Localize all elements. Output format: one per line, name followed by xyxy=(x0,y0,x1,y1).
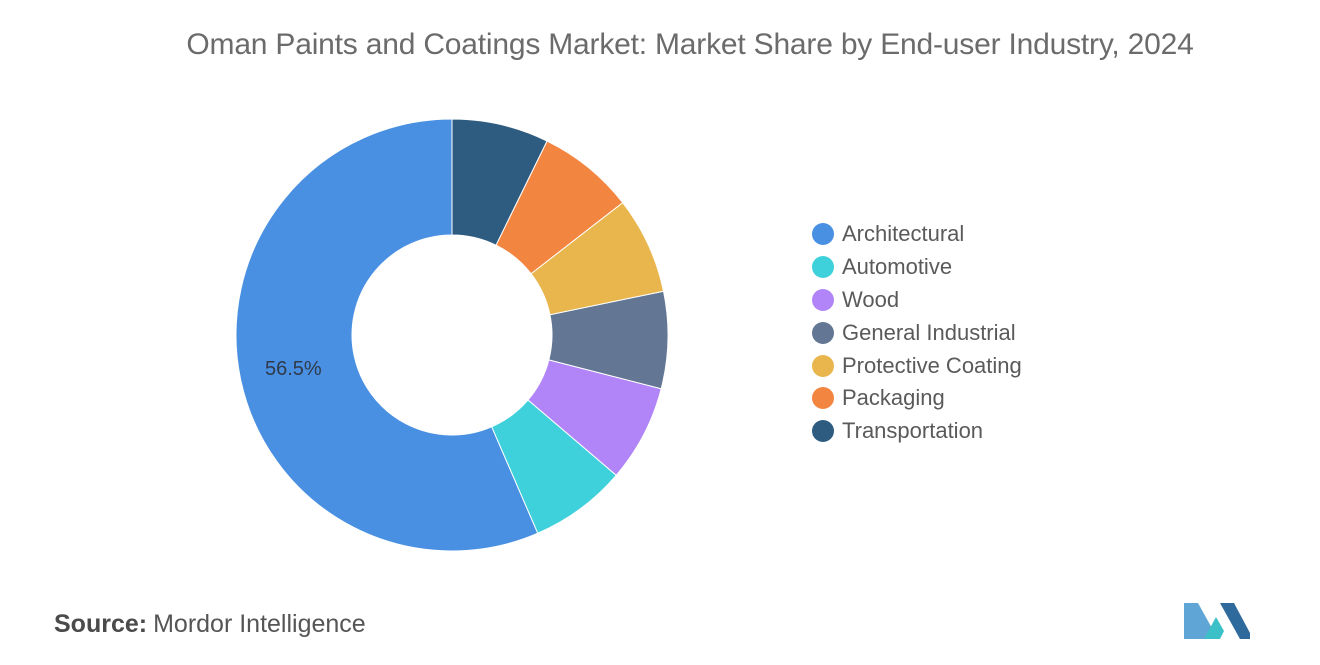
legend-item-packaging: Packaging xyxy=(812,382,1022,415)
legend-swatch-transportation xyxy=(812,420,834,443)
source-note: Source: Mordor Intelligence xyxy=(54,610,366,639)
legend-swatch-protective-coating xyxy=(812,354,834,377)
slice-architectural xyxy=(235,118,539,552)
source-label: Source: xyxy=(54,610,148,638)
legend-label-general-industrial: General Industrial xyxy=(842,319,1016,345)
legend-label-wood: Wood xyxy=(842,286,900,312)
data-label-architectural: 56.5% xyxy=(265,358,322,380)
legend-item-protective-coating: Protective Coating xyxy=(812,349,1022,382)
legend-label-automotive: Automotive xyxy=(842,254,953,280)
chart-title: Oman Paints and Coatings Market: Market … xyxy=(186,28,1194,61)
legend-swatch-packaging xyxy=(812,387,834,410)
legend-swatch-general-industrial xyxy=(812,321,834,344)
legend-label-packaging: Packaging xyxy=(842,385,945,411)
chart-legend: Architectural Automotive Wood General Indus… xyxy=(812,218,1022,448)
slice-transportation xyxy=(451,118,548,246)
legend-label-architectural: Architectural xyxy=(842,221,965,247)
legend-item-general-industrial: General Industrial xyxy=(812,316,1022,349)
legend-item-transportation: Transportation xyxy=(812,415,1022,448)
legend-label-protective-coating: Protective Coating xyxy=(842,352,1022,378)
legend-item-wood: Wood xyxy=(812,284,1022,317)
legend-item-architectural: Architectural xyxy=(812,218,1022,251)
legend-swatch-wood xyxy=(812,288,834,311)
legend-label-transportation: Transportation xyxy=(842,418,984,444)
legend-swatch-automotive xyxy=(812,256,834,279)
legend-item-automotive: Automotive xyxy=(812,251,1022,284)
legend-swatch-architectural xyxy=(812,223,834,246)
source-value: Mordor Intelligence xyxy=(153,610,366,638)
mordor-logo-icon xyxy=(1184,603,1250,639)
